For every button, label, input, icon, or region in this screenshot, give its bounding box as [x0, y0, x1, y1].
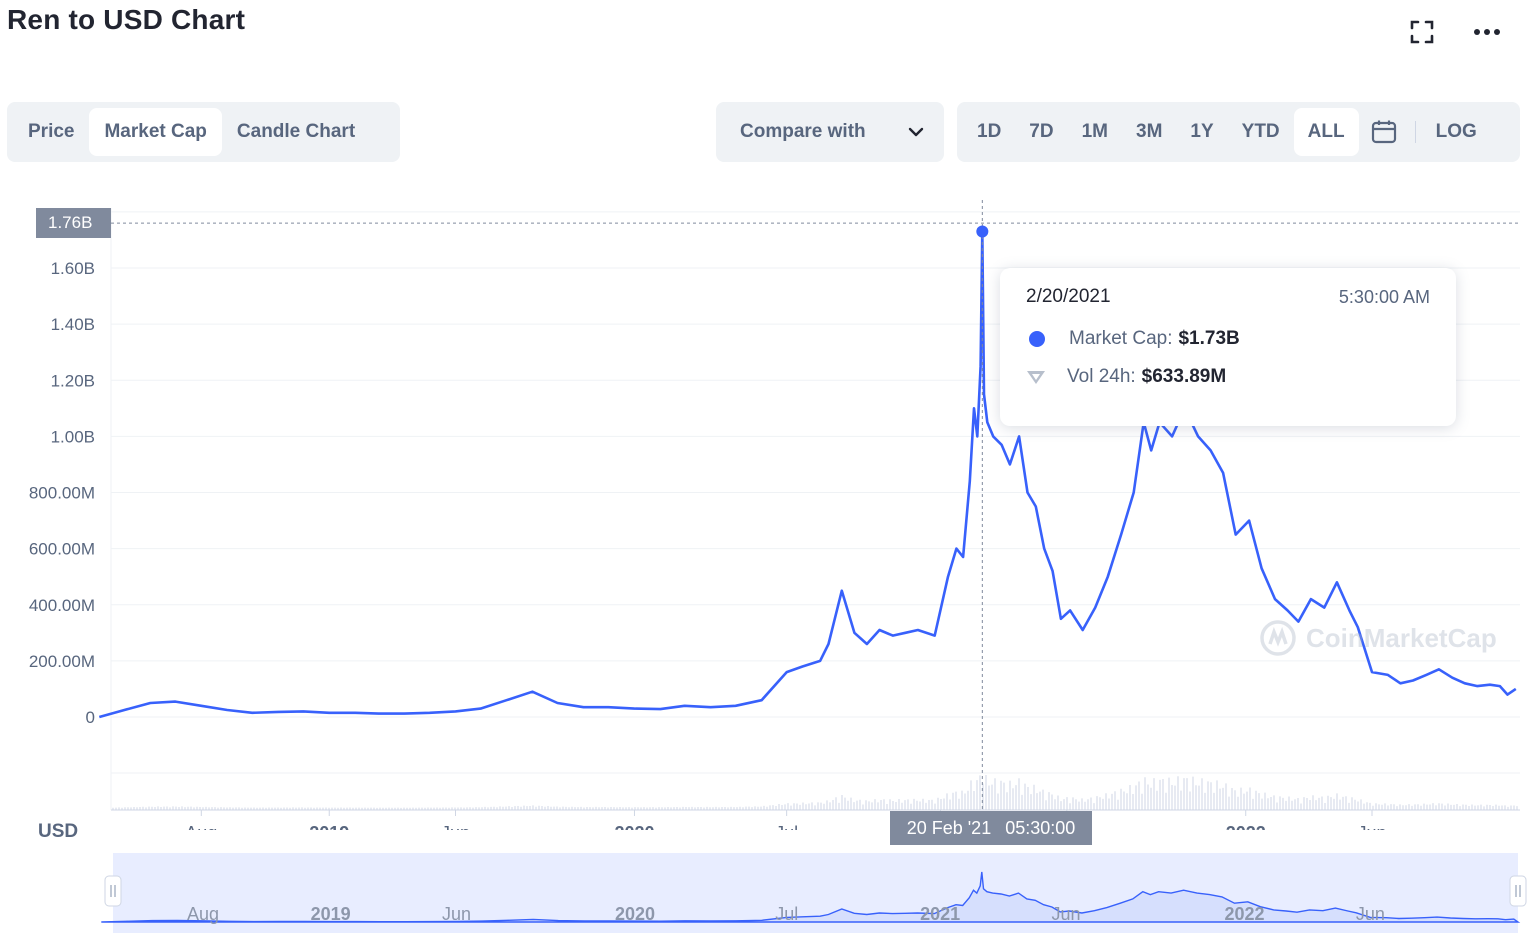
chevron-down-icon: [908, 127, 924, 137]
x-tick-label: Aug: [185, 823, 217, 830]
range-1y[interactable]: 1Y: [1190, 121, 1214, 142]
crosshair-date: 20 Feb '21: [906, 817, 992, 838]
tooltip-market-cap-label: Market Cap:: [1069, 328, 1173, 349]
crosshair-y-label: 1.76B: [36, 208, 111, 238]
y-tick-label: 600.00M: [29, 540, 95, 559]
navigator-label: 2020: [615, 904, 655, 924]
calendar-icon[interactable]: [1359, 108, 1409, 156]
market-cap-dot-icon: [1029, 331, 1045, 347]
coinmarketcap-logo-icon: [1260, 620, 1296, 656]
more-options-icon[interactable]: [1471, 16, 1503, 48]
range-ytd[interactable]: YTD: [1241, 121, 1280, 142]
range-3m[interactable]: 3M: [1136, 121, 1163, 142]
navigator-label: Aug: [187, 904, 219, 924]
y-tick-label: 200.00M: [29, 652, 95, 671]
x-tick-label: Jun: [1357, 823, 1386, 830]
tooltip-market-cap-value: $1.73B: [1178, 328, 1240, 349]
navigator-label: Jun: [442, 904, 471, 924]
navigator-label: 2019: [311, 904, 351, 924]
navigator-label: Jun: [1052, 904, 1081, 924]
watermark-text: CoinMarketCap: [1306, 622, 1497, 653]
chart-title: Ren to USD Chart: [7, 4, 246, 35]
navigator-area: [101, 871, 1521, 923]
tooltip: 2/20/2021 5:30:00 AM Market Cap: $1.73B …: [1000, 268, 1456, 426]
range-navigator[interactable]: Aug 2019 Jun 2020 Jul 2021 Jun 2022 Jun: [0, 850, 1536, 933]
tab-candle-chart[interactable]: Candle Chart: [236, 121, 356, 142]
volume-icon: [1027, 371, 1045, 384]
navigator-label: 2022: [1224, 904, 1264, 924]
hover-point: [976, 225, 989, 238]
y-tick-label: 1.60B: [51, 259, 95, 278]
y-tick-label: 400.00M: [29, 596, 95, 615]
market-cap-line: [98, 230, 1517, 719]
range-7d[interactable]: 7D: [1029, 121, 1054, 142]
y-tick-label: 1.20B: [51, 371, 95, 390]
y-tick-label: 1.00B: [51, 427, 95, 446]
currency-label: USD: [38, 821, 79, 842]
y-tick-label: 1.40B: [51, 315, 95, 334]
x-tick-label: 2019: [309, 823, 349, 830]
range-1m[interactable]: 1M: [1081, 121, 1108, 142]
divider: [1414, 121, 1416, 143]
range-all[interactable]: ALL: [1293, 108, 1359, 156]
volume-bars: [112, 774, 1518, 810]
tab-price[interactable]: Price: [28, 121, 75, 142]
crosshair-time: 05:30:00: [1005, 817, 1076, 838]
time-range-tabs: 1D 7D 1M 3M 1Y YTD ALL LOG: [957, 102, 1520, 162]
log-scale-toggle[interactable]: LOG: [1435, 121, 1477, 142]
crosshair-x-label: 20 Feb '21 05:30:00: [890, 811, 1092, 845]
tooltip-volume-label: Vol 24h:: [1067, 366, 1136, 387]
watermark: CoinMarketCap: [1258, 618, 1497, 658]
tab-market-cap[interactable]: Market Cap: [89, 108, 222, 156]
range-1d[interactable]: 1D: [977, 121, 1002, 142]
y-tick-label: 800.00M: [29, 484, 95, 503]
x-tick-label: 2020: [614, 823, 654, 830]
tooltip-volume-value: $633.89M: [1141, 366, 1227, 387]
chart-type-tabs: Price Market Cap Candle Chart: [7, 102, 400, 162]
tooltip-time: 5:30:00 AM: [1338, 286, 1430, 307]
compare-with-label: Compare with: [740, 121, 866, 142]
navigator-label: 2021: [920, 904, 960, 924]
navigator-right-handle[interactable]: [1509, 875, 1527, 907]
y-tick-label: 0: [86, 708, 95, 727]
navigator-left-handle[interactable]: [104, 875, 122, 907]
fullscreen-icon[interactable]: [1406, 16, 1438, 48]
x-tick-label: Jun: [441, 823, 470, 830]
tooltip-date: 2/20/2021: [1026, 286, 1111, 307]
navigator-label: Jun: [1356, 904, 1385, 924]
x-tick-label: Jul: [775, 823, 798, 830]
x-tick-label: 2022: [1226, 823, 1266, 830]
market-cap-chart[interactable]: Aug2019Jun2020JulJun2022Jun 0200.00M400.…: [0, 190, 1536, 830]
compare-with-dropdown[interactable]: Compare with: [716, 102, 944, 162]
navigator-label: Jul: [775, 904, 798, 924]
